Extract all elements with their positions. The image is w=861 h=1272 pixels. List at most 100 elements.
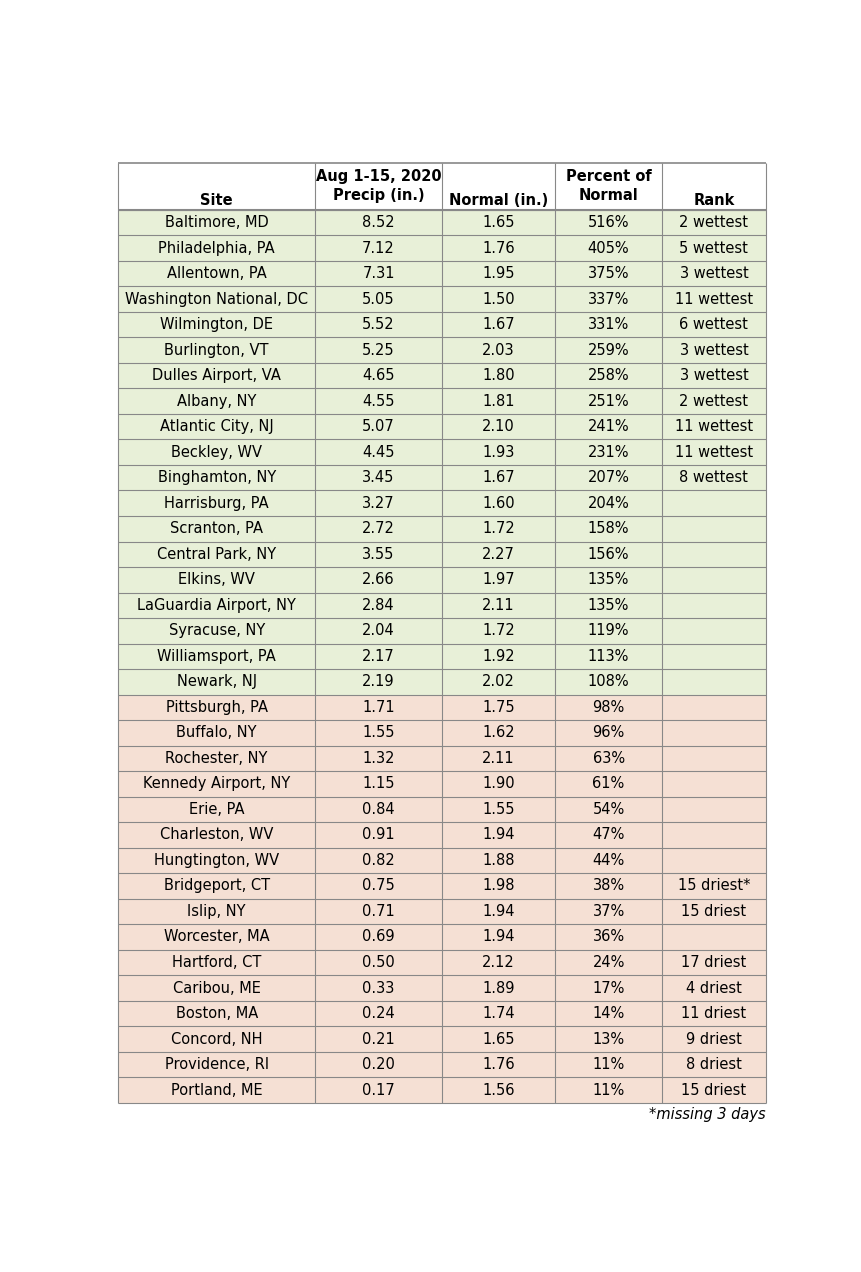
- Text: 3.45: 3.45: [362, 471, 394, 485]
- Bar: [118, 950, 765, 976]
- Text: 0.33: 0.33: [362, 981, 394, 996]
- Text: *missing 3 days: *missing 3 days: [648, 1107, 765, 1122]
- Text: Binghamton, NY: Binghamton, NY: [158, 471, 276, 485]
- Text: 1.67: 1.67: [481, 471, 514, 485]
- Text: Hartford, CT: Hartford, CT: [171, 955, 261, 971]
- Text: 135%: 135%: [587, 598, 629, 613]
- Bar: [118, 618, 765, 644]
- Text: Washington National, DC: Washington National, DC: [125, 291, 307, 307]
- Bar: [118, 899, 765, 925]
- Text: 156%: 156%: [587, 547, 629, 562]
- Text: 241%: 241%: [587, 420, 629, 434]
- Text: 1.55: 1.55: [481, 801, 514, 817]
- Text: 5.05: 5.05: [362, 291, 394, 307]
- Text: Bridgeport, CT: Bridgeport, CT: [164, 879, 269, 893]
- Bar: [118, 235, 765, 261]
- Text: Kennedy Airport, NY: Kennedy Airport, NY: [143, 776, 290, 791]
- Text: 2.17: 2.17: [362, 649, 394, 664]
- Text: 2 wettest: 2 wettest: [678, 215, 747, 230]
- Text: 4.45: 4.45: [362, 445, 394, 459]
- Text: 1.75: 1.75: [481, 700, 514, 715]
- Text: 405%: 405%: [587, 240, 629, 256]
- Text: 54%: 54%: [592, 801, 624, 817]
- Text: 2.10: 2.10: [481, 420, 514, 434]
- Bar: [118, 567, 765, 593]
- Bar: [118, 822, 765, 847]
- Text: 8 wettest: 8 wettest: [678, 471, 747, 485]
- Text: 0.24: 0.24: [362, 1006, 394, 1021]
- Text: Percent of
Normal: Percent of Normal: [565, 169, 651, 204]
- Text: 331%: 331%: [587, 317, 629, 332]
- Text: Site: Site: [200, 192, 232, 207]
- Text: 516%: 516%: [587, 215, 629, 230]
- Text: 1.97: 1.97: [481, 572, 514, 588]
- Bar: [118, 491, 765, 516]
- Text: Hungtington, WV: Hungtington, WV: [154, 854, 279, 868]
- Text: 3 wettest: 3 wettest: [678, 342, 747, 357]
- Text: 259%: 259%: [587, 342, 629, 357]
- Text: 0.17: 0.17: [362, 1082, 394, 1098]
- Text: 158%: 158%: [587, 522, 629, 537]
- Bar: [118, 163, 765, 210]
- Text: 2.11: 2.11: [481, 598, 514, 613]
- Text: 2.84: 2.84: [362, 598, 394, 613]
- Bar: [118, 745, 765, 771]
- Text: Normal (in.): Normal (in.): [449, 192, 548, 207]
- Text: 1.67: 1.67: [481, 317, 514, 332]
- Text: 4 driest: 4 driest: [685, 981, 741, 996]
- Text: Boston, MA: Boston, MA: [176, 1006, 257, 1021]
- Text: Buffalo, NY: Buffalo, NY: [177, 725, 257, 740]
- Text: 3 wettest: 3 wettest: [678, 368, 747, 383]
- Text: 2.12: 2.12: [481, 955, 514, 971]
- Text: 1.98: 1.98: [481, 879, 514, 893]
- Text: Rochester, NY: Rochester, NY: [165, 750, 268, 766]
- Bar: [118, 644, 765, 669]
- Text: 1.72: 1.72: [481, 522, 514, 537]
- Bar: [118, 439, 765, 466]
- Text: 1.80: 1.80: [481, 368, 514, 383]
- Text: 2.27: 2.27: [481, 547, 514, 562]
- Bar: [118, 1001, 765, 1027]
- Text: 3.27: 3.27: [362, 496, 394, 511]
- Text: 1.81: 1.81: [481, 394, 514, 408]
- Text: 8.52: 8.52: [362, 215, 394, 230]
- Text: 3.55: 3.55: [362, 547, 394, 562]
- Bar: [118, 925, 765, 950]
- Text: Charleston, WV: Charleston, WV: [160, 827, 273, 842]
- Text: 1.94: 1.94: [481, 904, 514, 918]
- Text: 4.55: 4.55: [362, 394, 394, 408]
- Bar: [118, 516, 765, 542]
- Bar: [118, 261, 765, 286]
- Text: 11%: 11%: [592, 1082, 624, 1098]
- Text: 96%: 96%: [592, 725, 624, 740]
- Text: 47%: 47%: [592, 827, 624, 842]
- Text: 11 driest: 11 driest: [680, 1006, 746, 1021]
- Bar: [118, 1027, 765, 1052]
- Text: Baltimore, MD: Baltimore, MD: [164, 215, 268, 230]
- Bar: [118, 210, 765, 235]
- Bar: [118, 466, 765, 491]
- Text: 1.88: 1.88: [481, 854, 514, 868]
- Text: 5.07: 5.07: [362, 420, 394, 434]
- Text: 5 wettest: 5 wettest: [678, 240, 747, 256]
- Text: 0.91: 0.91: [362, 827, 394, 842]
- Text: 38%: 38%: [592, 879, 624, 893]
- Text: 204%: 204%: [587, 496, 629, 511]
- Text: 1.95: 1.95: [481, 266, 514, 281]
- Text: Concord, NH: Concord, NH: [170, 1032, 262, 1047]
- Text: 0.50: 0.50: [362, 955, 394, 971]
- Text: Worcester, MA: Worcester, MA: [164, 930, 269, 945]
- Text: Caribou, ME: Caribou, ME: [172, 981, 260, 996]
- Bar: [118, 976, 765, 1001]
- Text: 1.92: 1.92: [481, 649, 514, 664]
- Text: 7.31: 7.31: [362, 266, 394, 281]
- Text: Erie, PA: Erie, PA: [189, 801, 245, 817]
- Text: 11%: 11%: [592, 1057, 624, 1072]
- Text: 113%: 113%: [587, 649, 629, 664]
- Text: 36%: 36%: [592, 930, 624, 945]
- Text: 0.20: 0.20: [362, 1057, 394, 1072]
- Text: 2.72: 2.72: [362, 522, 394, 537]
- Text: Allentown, PA: Allentown, PA: [166, 266, 266, 281]
- Text: 17 driest: 17 driest: [680, 955, 746, 971]
- Text: 108%: 108%: [587, 674, 629, 689]
